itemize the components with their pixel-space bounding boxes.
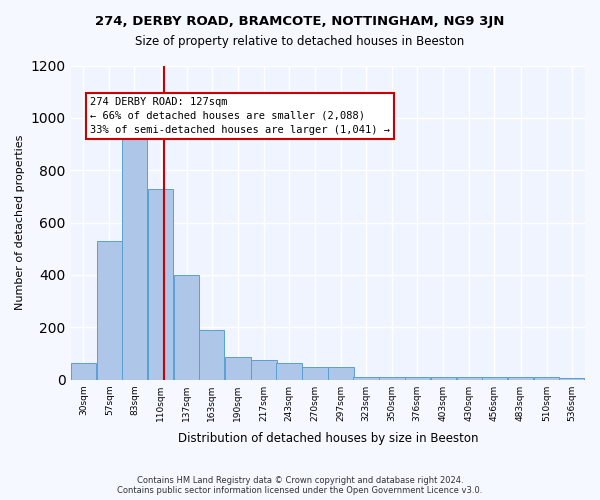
Bar (482, 377, 507, 380)
Bar (404, 377, 430, 380)
Bar (225, 358, 251, 380)
Bar (431, 377, 456, 380)
Y-axis label: Number of detached properties: Number of detached properties (15, 135, 25, 310)
Bar (302, 366, 328, 380)
Bar (328, 366, 354, 380)
Bar (379, 377, 405, 380)
Bar (559, 378, 584, 380)
Bar (148, 188, 173, 380)
Text: 274 DERBY ROAD: 127sqm
← 66% of detached houses are smaller (2,088)
33% of semi-: 274 DERBY ROAD: 127sqm ← 66% of detached… (90, 97, 390, 135)
Text: Size of property relative to detached houses in Beeston: Size of property relative to detached ho… (136, 35, 464, 48)
Bar (534, 377, 559, 380)
X-axis label: Distribution of detached houses by size in Beeston: Distribution of detached houses by size … (178, 432, 478, 445)
Bar (276, 362, 302, 380)
Text: Contains HM Land Registry data © Crown copyright and database right 2024.
Contai: Contains HM Land Registry data © Crown c… (118, 476, 482, 495)
Bar (353, 377, 379, 380)
Text: 274, DERBY ROAD, BRAMCOTE, NOTTINGHAM, NG9 3JN: 274, DERBY ROAD, BRAMCOTE, NOTTINGHAM, N… (95, 15, 505, 28)
Bar (71, 362, 96, 380)
Bar (174, 275, 199, 380)
Bar (97, 241, 122, 380)
Bar (251, 360, 277, 380)
Bar (457, 377, 482, 380)
Bar (199, 330, 224, 380)
Bar (508, 377, 533, 380)
Bar (122, 115, 147, 380)
